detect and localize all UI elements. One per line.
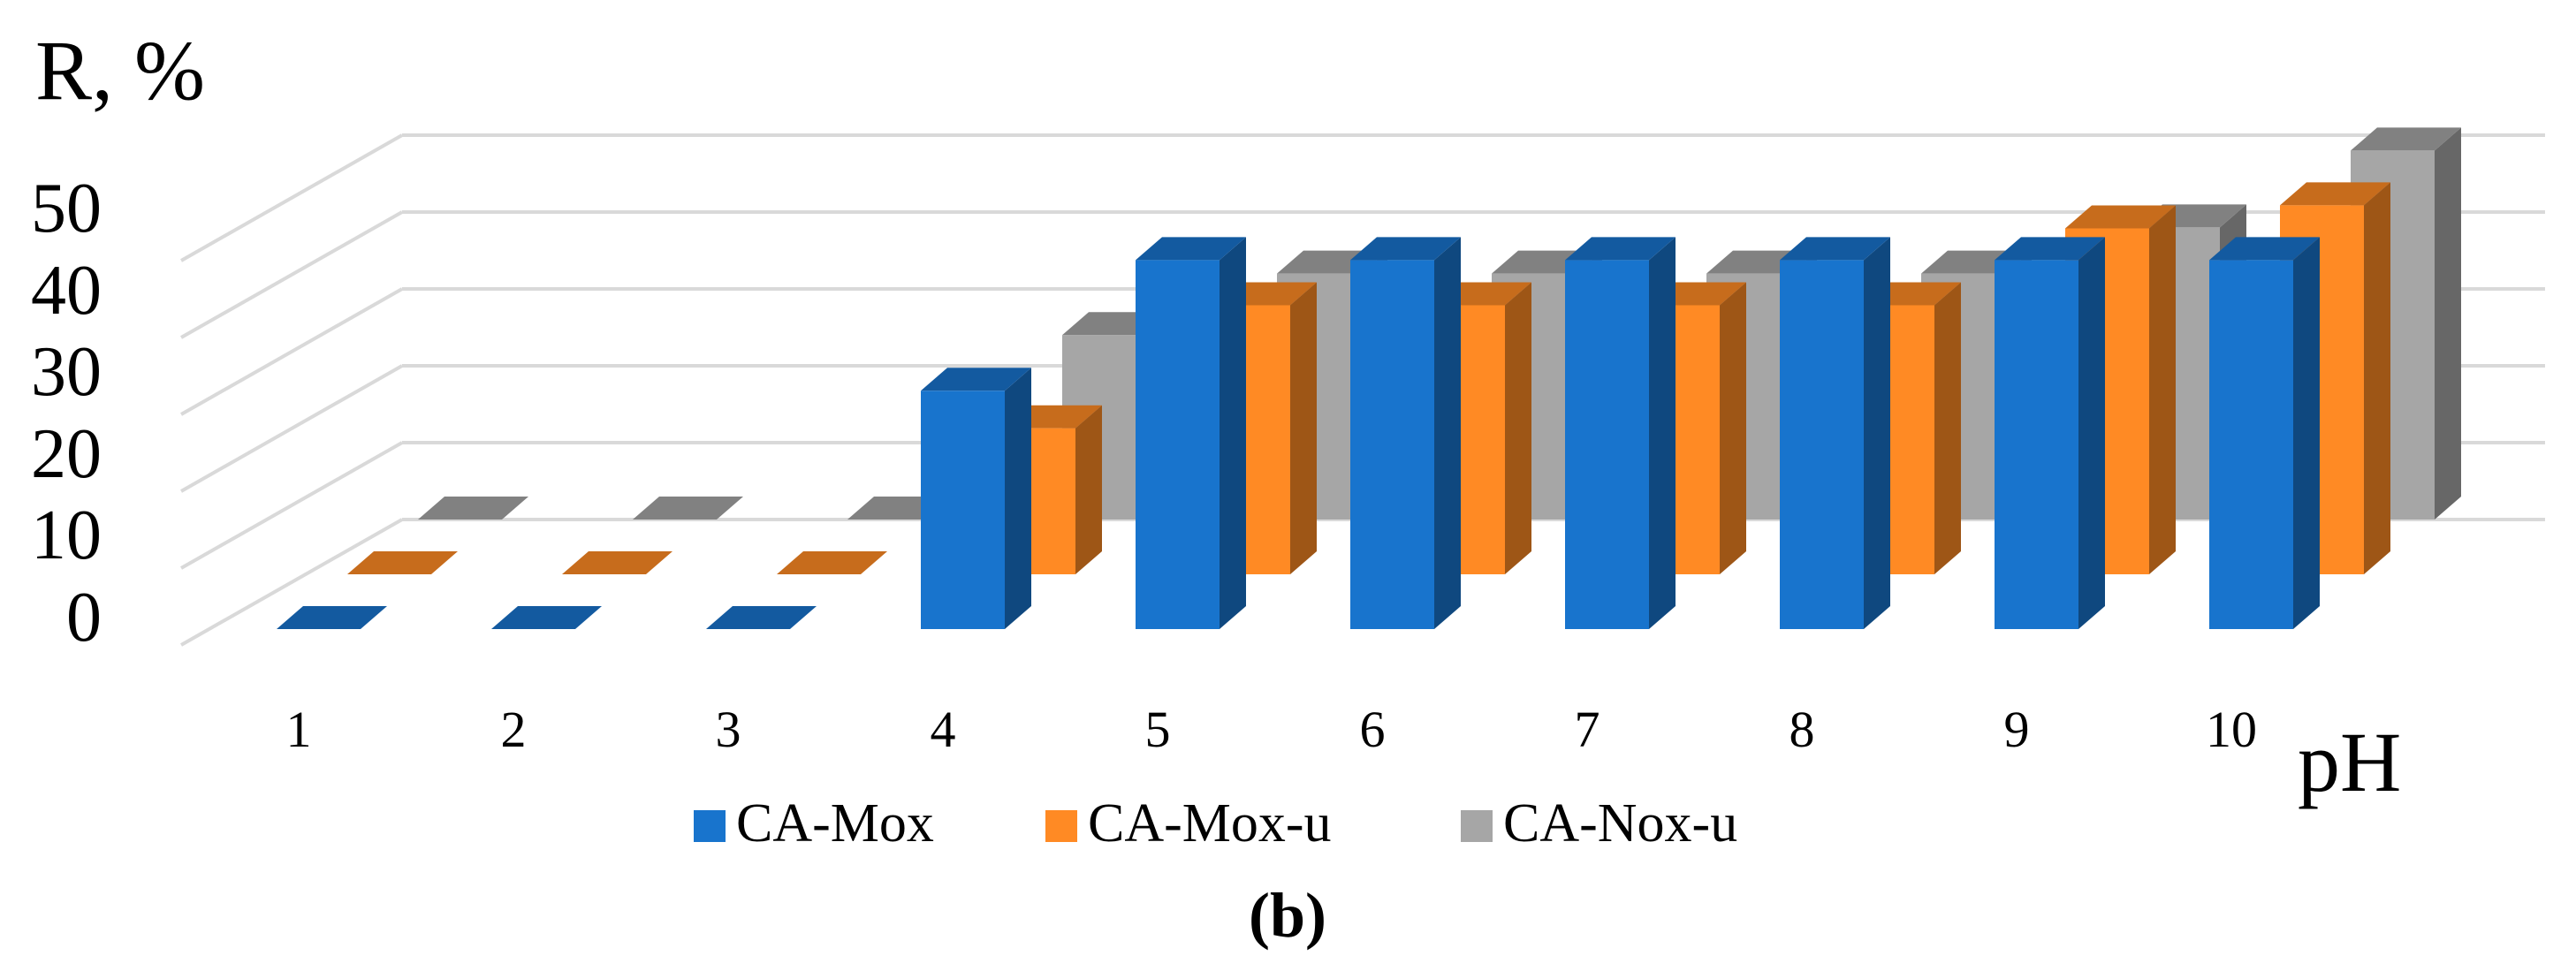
x-tick-label: 10 (2206, 701, 2257, 758)
bar-side (1220, 237, 1246, 629)
y-tick-label: 0 (66, 579, 102, 656)
y-tick-label: 10 (31, 497, 102, 574)
x-tick-label: 6 (1360, 701, 1386, 758)
bar-ca-mox-ph-10 (2209, 237, 2320, 629)
bar-ca-mox-u-ph-1 (347, 551, 458, 574)
bar-side (2149, 205, 2176, 574)
gridline-depth (180, 518, 403, 647)
bar-front (1995, 260, 2078, 629)
bar-side (2364, 182, 2390, 574)
bar-ca-mox-u-ph-3 (777, 551, 887, 574)
bar-front (1136, 260, 1220, 629)
bar-top (1136, 237, 1246, 261)
bar-ca-mox-ph-3 (706, 606, 817, 629)
bar-front (1565, 260, 1649, 629)
legend-label: CA-Mox (736, 793, 934, 853)
bar-ca-mox-ph-6 (1350, 237, 1461, 629)
x-tick-label: 1 (286, 701, 312, 758)
x-axis-label: pH (2298, 715, 2401, 809)
bar-ca-mox-ph-4 (921, 368, 1031, 629)
bar-ca-mox-ph-1 (277, 606, 387, 629)
bar-side (1075, 405, 1102, 574)
bar-front (1780, 260, 1864, 629)
x-tick-label: 3 (716, 701, 741, 758)
bar-top (562, 551, 672, 574)
bar-side (1649, 237, 1676, 629)
bar-side (1005, 368, 1031, 629)
bar-side (1290, 282, 1317, 574)
x-tick-label: 2 (501, 701, 527, 758)
bar-ca-mox-ph-2 (491, 606, 602, 629)
bar-top (633, 497, 743, 520)
legend-swatch (1045, 810, 1077, 842)
legend-label: CA-Mox-u (1088, 793, 1332, 853)
bar-side (1864, 237, 1890, 629)
bar-top (418, 497, 528, 520)
bar-ca-nox-u-ph-2 (633, 497, 743, 520)
legend-item-ca-mox-u: CA-Mox-u (1045, 793, 1332, 853)
legend-swatch (694, 810, 726, 842)
bar-ca-mox-u-ph-2 (562, 551, 672, 574)
bar-ca-mox-ph-5 (1136, 237, 1246, 629)
bar-top (921, 368, 1031, 391)
x-axis-ticks: 1 2 3 4 5 6 7 8 9 10 (286, 701, 2258, 758)
bar-side (1505, 282, 1531, 574)
x-tick-label: 8 (1790, 701, 1815, 758)
y-axis-label: R, % (35, 23, 205, 118)
legend-item-ca-nox-u: CA-Nox-u (1461, 793, 1737, 853)
bar-top (1780, 237, 1890, 261)
legend: CA-Mox CA-Mox-u CA-Nox-u (694, 793, 1737, 853)
x-tick-label: 9 (2004, 701, 2030, 758)
bar-side (1720, 282, 1746, 574)
bar-top (1350, 237, 1461, 261)
bar-top (491, 606, 602, 629)
bar-top (777, 551, 887, 574)
gridline-depth (180, 287, 403, 416)
legend-item-ca-mox: CA-Mox (694, 793, 934, 853)
gridline-depth (180, 133, 403, 262)
bar-top (2280, 182, 2390, 206)
bar-front (921, 391, 1005, 629)
bar-top (347, 551, 458, 574)
x-tick-label: 7 (1575, 701, 1600, 758)
bar-side (2078, 237, 2105, 629)
bar-ca-mox-ph-9 (1995, 237, 2105, 629)
bar-side (2435, 127, 2461, 520)
bar-side (1434, 237, 1461, 629)
bar-side (1934, 282, 1961, 574)
bars (277, 127, 2461, 629)
legend-swatch (1461, 810, 1493, 842)
y-tick-label: 40 (31, 252, 102, 330)
gridline-depth (180, 210, 403, 339)
x-tick-label: 5 (1145, 701, 1171, 758)
bar-top (706, 606, 817, 629)
bar-top (2065, 205, 2176, 229)
y-tick-label: 30 (31, 333, 102, 411)
bar-top (277, 606, 387, 629)
bar-front (1350, 260, 1434, 629)
bar-top (2351, 127, 2461, 151)
y-tick-label: 20 (31, 415, 102, 493)
bar-top (1995, 237, 2105, 261)
bar-front (2209, 260, 2293, 629)
x-tick-label: 4 (931, 701, 956, 758)
y-tick-label: 50 (31, 170, 102, 247)
bar-top (1565, 237, 1676, 261)
bar-ca-nox-u-ph-1 (418, 497, 528, 520)
gridline-depth (180, 364, 403, 493)
panel-label: (b) (1249, 880, 1326, 951)
bar-ca-mox-ph-8 (1780, 237, 1890, 629)
legend-label: CA-Nox-u (1503, 793, 1737, 853)
gridline-depth (180, 441, 403, 570)
bar-top (2209, 237, 2320, 261)
bar-ca-mox-ph-7 (1565, 237, 1676, 629)
bar-side (2293, 237, 2320, 629)
